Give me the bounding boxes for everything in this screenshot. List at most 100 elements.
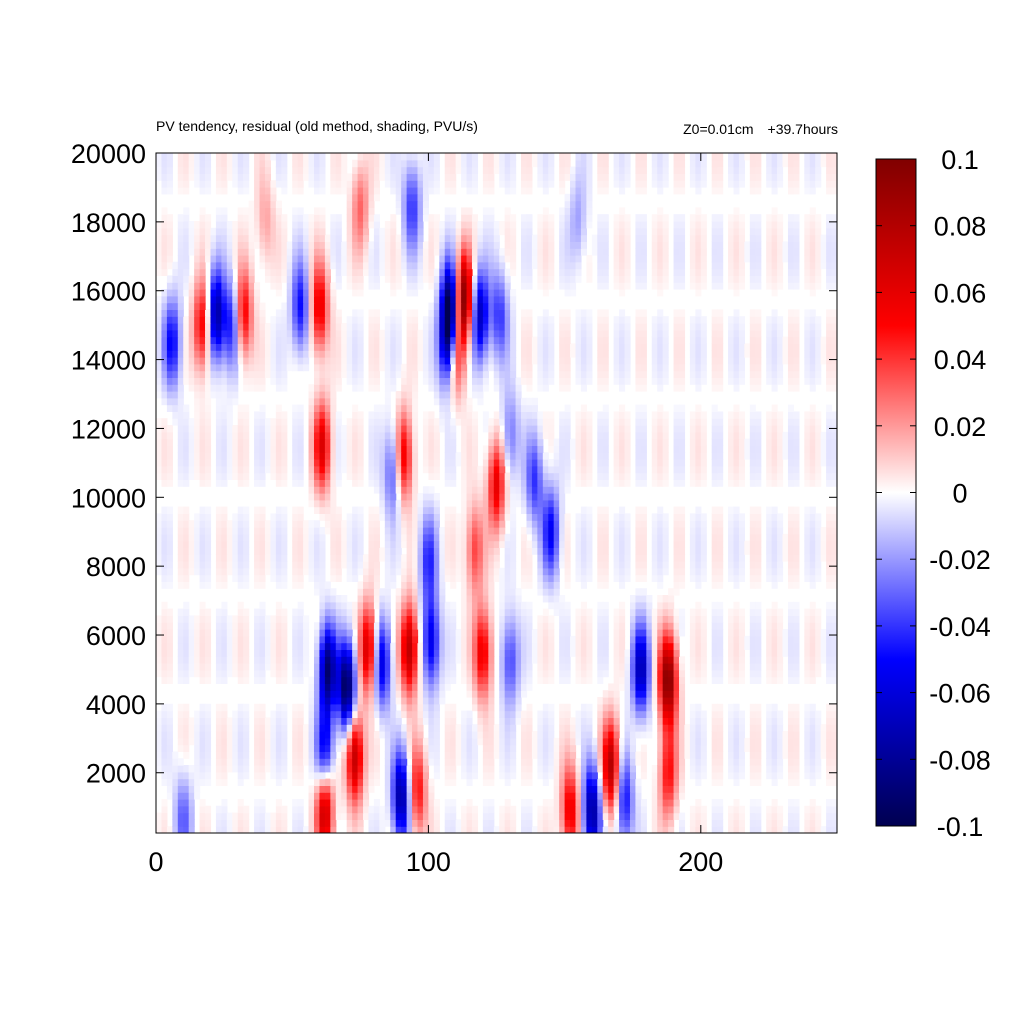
heatmap-cell [368, 520, 375, 528]
heatmap-cell [679, 669, 686, 678]
heatmap-cell [199, 506, 206, 514]
heatmap-cell [733, 540, 740, 548]
heatmap-cell [199, 533, 206, 542]
heatmap-cell [221, 540, 228, 548]
heatmap-cell [346, 717, 353, 725]
heatmap-cell [297, 506, 304, 514]
heatmap-cell [319, 595, 326, 603]
heatmap-cell [804, 819, 811, 827]
heatmap-cell [689, 574, 696, 582]
heatmap-cell [629, 792, 637, 800]
heatmap-cell [542, 513, 549, 521]
heatmap-cell [357, 683, 364, 691]
heatmap-cell [422, 452, 429, 460]
heatmap-cell [488, 724, 495, 732]
heatmap-cell [188, 452, 195, 460]
heatmap-cell [711, 778, 718, 786]
heatmap-cell [826, 615, 833, 623]
heatmap-cell [237, 506, 244, 514]
heatmap-cell [597, 819, 604, 827]
heatmap-cell [346, 615, 353, 623]
heatmap-cell [450, 527, 457, 535]
heatmap-cell [542, 472, 549, 480]
heatmap-cell [477, 601, 484, 610]
heatmap-cell [717, 771, 724, 780]
heatmap-cell [254, 533, 261, 542]
heatmap-cell [537, 506, 544, 514]
heatmap-cell [422, 561, 429, 569]
heatmap-cell [346, 608, 353, 616]
heatmap-cell [548, 506, 555, 514]
heatmap-cell [711, 520, 718, 528]
heatmap-cell [368, 608, 375, 616]
heatmap-cell [738, 635, 745, 644]
heatmap-cell [564, 561, 571, 569]
heatmap-cell [673, 792, 680, 800]
heatmap-cell [313, 459, 321, 467]
heatmap-cell [542, 812, 549, 820]
heatmap-cell [619, 744, 626, 752]
heatmap-cell [237, 459, 244, 467]
heatmap-cell [738, 751, 745, 759]
heatmap-cell [335, 792, 342, 800]
heatmap-cell [384, 486, 391, 494]
heatmap-cell [613, 744, 620, 752]
heatmap-cell [237, 452, 244, 460]
heatmap-cell [482, 608, 489, 616]
heatmap-cell [352, 540, 359, 548]
heatmap-cell [368, 676, 375, 684]
heatmap-cell [172, 778, 179, 786]
heatmap-cell [373, 622, 380, 630]
heatmap-cell [428, 676, 435, 684]
heatmap-cell [629, 635, 637, 644]
heatmap-cell [804, 635, 811, 644]
heatmap-cell [156, 465, 163, 474]
heatmap-cell [226, 533, 233, 542]
heatmap-cell [689, 676, 696, 684]
heatmap-cell [281, 615, 288, 623]
heatmap-cell [373, 744, 380, 752]
heatmap-cell [313, 588, 321, 596]
heatmap-cell [668, 663, 675, 671]
heatmap-cell [564, 737, 571, 746]
heatmap-cell [264, 615, 272, 623]
heatmap-cell [499, 513, 506, 521]
heatmap-cell [711, 703, 718, 712]
heatmap-cell [183, 581, 190, 589]
heatmap-cell [619, 737, 626, 746]
heatmap-cell [335, 799, 342, 807]
heatmap-cell [161, 615, 168, 623]
heatmap-cell [570, 724, 577, 732]
heatmap-cell [363, 703, 370, 712]
heatmap-cell [335, 601, 342, 610]
heatmap-cell [281, 520, 288, 528]
heatmap-cell [526, 493, 533, 501]
heatmap-cell [471, 826, 479, 833]
heatmap-cell [264, 567, 272, 576]
heatmap-cell [586, 554, 593, 562]
heatmap-cell [395, 520, 402, 528]
heatmap-cell [548, 581, 555, 589]
heatmap-cell [177, 758, 184, 766]
heatmap-cell [755, 554, 762, 562]
heatmap-cell [651, 649, 658, 657]
heatmap-cell [586, 710, 593, 718]
heatmap-cell [461, 581, 468, 589]
heatmap-cell [161, 629, 168, 637]
heatmap-cell [270, 724, 277, 732]
heatmap-cell [635, 676, 642, 684]
heatmap-cell [324, 595, 331, 603]
heatmap-cell [368, 452, 375, 460]
heatmap-cell [689, 479, 696, 487]
heatmap-cell [270, 642, 277, 650]
heatmap-cell [711, 663, 718, 671]
heatmap-cell [777, 472, 784, 480]
heatmap-cell [733, 465, 740, 474]
heatmap-cell [297, 561, 304, 569]
heatmap-cell [471, 765, 479, 773]
heatmap-cell [564, 486, 571, 494]
heatmap-cell [308, 520, 315, 528]
heatmap-cell [183, 778, 190, 786]
heatmap-cell [651, 642, 658, 650]
heatmap-cell [782, 540, 789, 548]
